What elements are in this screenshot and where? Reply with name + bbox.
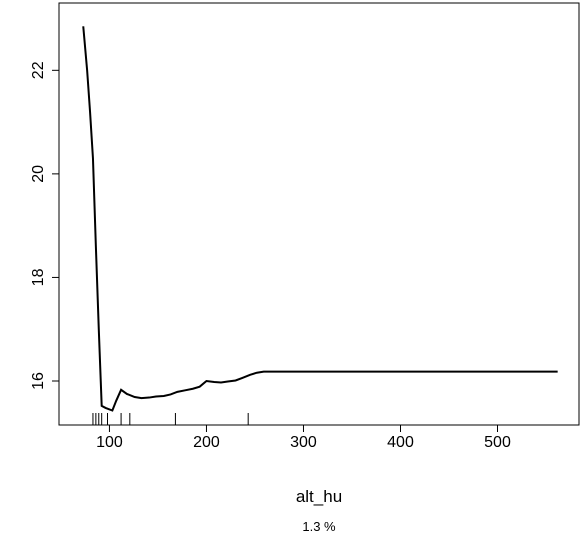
x-tick-label: 200	[193, 434, 220, 451]
x-tick-label: 400	[387, 434, 414, 451]
x-axis: 100 200 300 400 500	[96, 424, 511, 451]
plot-frame	[58, 2, 580, 426]
y-axis: 16 18 20 22	[30, 61, 60, 390]
x-tick-label: 100	[96, 434, 123, 451]
x-axis-label: alt_hu	[296, 487, 342, 506]
y-tick-label: 16	[30, 372, 47, 390]
x-tick-label: 300	[290, 434, 317, 451]
x-tick-label: 500	[484, 434, 511, 451]
y-tick-label: 18	[30, 268, 47, 286]
x-axis-note: 1.3 %	[302, 519, 336, 534]
series-line	[82, 26, 558, 412]
y-tick-label: 20	[30, 165, 47, 183]
y-tick-label: 22	[30, 61, 47, 79]
rug-marks	[92, 413, 249, 425]
